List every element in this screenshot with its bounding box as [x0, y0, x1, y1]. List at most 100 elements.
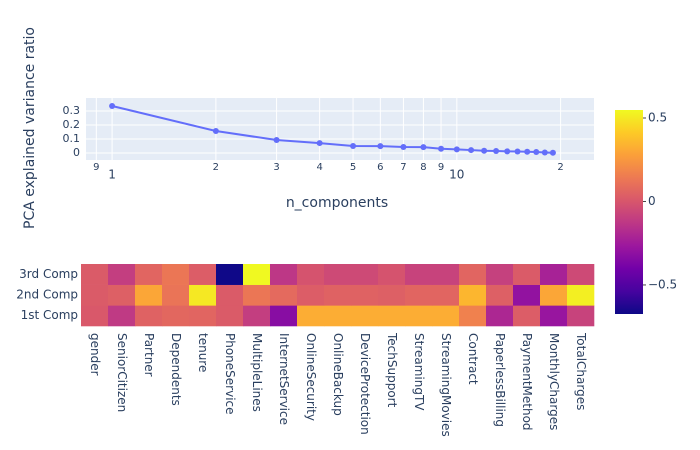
x-tick-label: OnlineBackup [331, 333, 345, 416]
data-point [549, 149, 556, 156]
heatmap-cell [270, 284, 298, 306]
heatmap-cell [135, 264, 163, 285]
heatmap-cell [567, 305, 595, 327]
x-tick-label: TotalCharges [574, 332, 588, 410]
heatmap-cell [486, 305, 514, 327]
data-point [541, 149, 548, 156]
data-point [533, 149, 540, 156]
heatmap-cell [108, 305, 136, 327]
x-axis-title: n_components [286, 195, 388, 211]
heatmap-cell [81, 305, 109, 327]
heatmap-cell [378, 264, 406, 285]
heatmap-cell [378, 284, 406, 306]
heatmap-cell [270, 264, 298, 285]
data-point [468, 147, 475, 154]
heatmap-cell [540, 284, 568, 306]
data-point [524, 148, 531, 155]
heatmap-cell [405, 284, 433, 306]
heatmap-cell [108, 284, 136, 306]
heatmap-cell [513, 264, 541, 285]
data-point [377, 143, 384, 150]
x-tick-label: 7 [400, 162, 406, 173]
heatmap-cell [297, 305, 325, 327]
heatmap-cell [486, 264, 514, 285]
x-tick-label: Contract [466, 333, 480, 385]
x-tick-label: PhoneService [223, 333, 237, 415]
colorbar-tick-label: 0.5 [648, 111, 667, 125]
colorbar [615, 110, 643, 314]
x-tick-label: MonthlyCharges [547, 333, 561, 430]
data-point [109, 102, 116, 109]
data-point [493, 148, 500, 155]
heatmap-cell [351, 284, 379, 306]
heatmap-cell [81, 264, 109, 285]
heatmap-cell [108, 264, 136, 285]
x-tick-label: PaperlessBilling [493, 333, 507, 427]
heatmap-cell [270, 305, 298, 327]
x-tick-label: SeniorCitizen [115, 333, 129, 412]
y-tick-label: 0 [73, 146, 80, 159]
heatmap-cell [324, 284, 352, 306]
heatmap-cell [378, 305, 406, 327]
heatmap-cell [567, 264, 595, 285]
data-point [504, 148, 511, 155]
data-point [438, 145, 445, 152]
heatmap-cell [81, 284, 109, 306]
x-tick-label: 6 [377, 162, 383, 173]
data-point [453, 146, 460, 153]
x-tick-label: gender [88, 333, 102, 376]
heatmap-cell [324, 264, 352, 285]
data-point [212, 128, 219, 135]
heatmap-cell [540, 264, 568, 285]
heatmap-cell [162, 305, 190, 327]
y-tick-label: 0.2 [63, 118, 81, 131]
heatmap-cell [243, 284, 271, 306]
heatmap-cell [540, 305, 568, 327]
heatmap-cell [405, 264, 433, 285]
x-tick-label: 8 [420, 162, 426, 173]
heatmap-cell [162, 284, 190, 306]
heatmap-cell [324, 305, 352, 327]
heatmap-cell [432, 264, 460, 285]
x-tick-label: StreamingTV [412, 333, 426, 411]
heatmap-cell [189, 284, 217, 306]
x-tick-label: 5 [350, 162, 356, 173]
heatmap-cell [162, 264, 190, 285]
heatmap-cell [189, 264, 217, 285]
heatmap-cell [459, 264, 487, 285]
x-tick-label: InternetService [277, 333, 291, 425]
heatmap-cell [567, 284, 595, 306]
heatmap-cell [459, 284, 487, 306]
x-tick-label: 2 [557, 162, 563, 173]
x-tick-label: OnlineSecurity [304, 333, 318, 421]
y-tick-label: 2nd Comp [16, 288, 78, 302]
heatmap-cell [135, 305, 163, 327]
x-tick-label: TechSupport [385, 332, 399, 408]
heatmap-cell [135, 284, 163, 306]
x-tick-label: 3 [273, 162, 279, 173]
heatmap-cell [432, 305, 460, 327]
data-point [400, 143, 407, 150]
x-tick-label: Dependents [169, 333, 183, 406]
x-tick-label: 9 [93, 162, 99, 173]
y-tick-label: 3rd Comp [19, 267, 78, 281]
heatmap-cell [351, 305, 379, 327]
x-tick-label: 4 [316, 162, 322, 173]
heatmap-cell [216, 284, 244, 306]
heatmap-cell [513, 284, 541, 306]
y-tick-label: 0.3 [63, 104, 81, 117]
heatmap-cell [432, 284, 460, 306]
x-tick-label: tenure [196, 333, 210, 372]
heatmap-cell [189, 305, 217, 327]
x-tick-label: DeviceProtection [358, 333, 372, 435]
colorbar-tick-label: −0.5 [648, 277, 677, 291]
heatmap-cell [216, 264, 244, 285]
heatmap-cell [405, 305, 433, 327]
data-point [514, 148, 521, 155]
colorbar-tick-label: 0 [648, 194, 656, 208]
heatmap-cell [243, 305, 271, 327]
data-point [350, 143, 357, 150]
x-tick-label: 2 [213, 162, 219, 173]
heatmap-cell [486, 284, 514, 306]
